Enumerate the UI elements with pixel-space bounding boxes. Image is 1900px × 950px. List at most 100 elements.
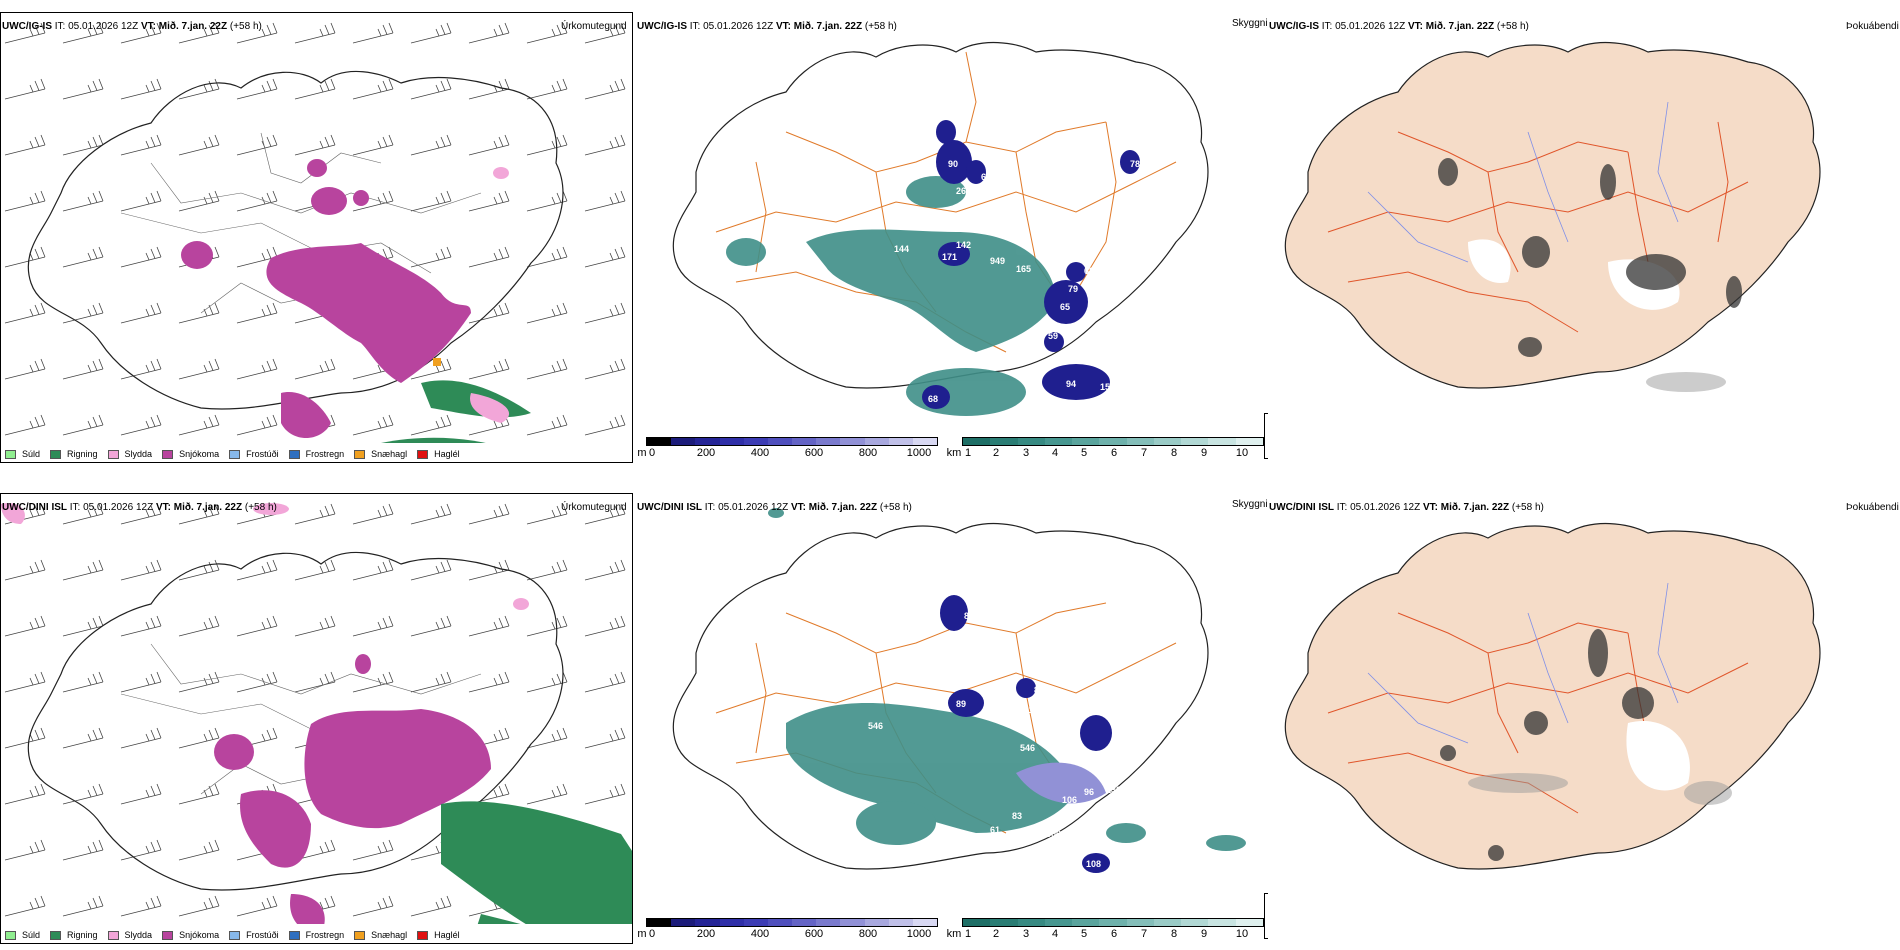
cbar-cell	[1072, 438, 1100, 445]
precip-panel-bottom: Súld Rigning Slydda Snjókoma Frostúði Fr…	[0, 493, 633, 944]
legend-label: Snjókoma	[179, 449, 220, 459]
legend-label: Frostregn	[305, 930, 345, 940]
legend-swatch	[5, 449, 16, 459]
cbar-cell	[1208, 438, 1236, 445]
legend-swatch	[162, 449, 174, 459]
model-name: UWC/IG-IS	[1269, 21, 1319, 32]
value-label: 78	[1130, 159, 1140, 169]
legend-label: Frostregn	[305, 449, 345, 459]
cbar-cell	[1181, 438, 1209, 445]
cbar-cell	[1099, 919, 1127, 926]
cbar-unit: m	[637, 447, 647, 459]
cbar-tick: 1	[964, 928, 972, 940]
visibility-km-ticks-bottom: km 1 2 3 4 5 6 7 8 9 10	[944, 928, 1264, 942]
cbar-cell	[840, 438, 865, 445]
value-label: 9	[1050, 212, 1055, 222]
cbar-cell	[719, 919, 744, 926]
vt-value: Mið. 7.jan. 22Z	[1440, 502, 1510, 513]
visibility-map-top: 90 265 65 78 255 171 142 949 165 70 79 6…	[636, 12, 1268, 463]
value-label: 265	[956, 186, 971, 196]
legend-label: Snæhagl	[371, 449, 408, 459]
cbar-cell	[1072, 919, 1100, 926]
header-precip-bottom: UWC/DINI ISL IT: 05.01.2026 12Z VT: Mið.…	[2, 502, 277, 514]
cbar-tick: 0	[648, 928, 656, 940]
legend-swatch	[417, 449, 429, 459]
value-label: 144	[894, 244, 909, 254]
visibility-map-bottom: 85 89 430 546 127 63 90 138 106 96 606 6…	[636, 493, 1268, 944]
cbar-cell	[647, 919, 672, 926]
legend-swatch	[50, 930, 62, 940]
legend-label: Frostúði	[246, 930, 279, 940]
legend-item-frostregn: Frostregn	[288, 449, 345, 459]
cbar-cell	[816, 438, 841, 445]
model-name: UWC/DINI ISL	[2, 502, 67, 513]
legend-item-snjokoma: Snjókoma	[162, 930, 219, 940]
lead-time: (+58 h)	[1511, 502, 1544, 513]
cbar-cell	[1099, 438, 1127, 445]
cbar-tick: 600	[804, 928, 824, 940]
cbar-tick: 4	[1051, 447, 1059, 459]
precip-map-bottom	[1, 494, 632, 943]
vt-label: VT:	[1422, 502, 1438, 513]
value-label: 165	[1016, 264, 1031, 274]
legend-item-haglel: Haglél	[417, 449, 460, 459]
value-label: 85	[964, 611, 974, 621]
value-label: 94	[1066, 379, 1076, 389]
value-label: 63	[1110, 743, 1120, 753]
cbar-tick: 8	[1170, 928, 1178, 940]
cbar-cell	[647, 438, 672, 445]
precip-map-top	[1, 13, 632, 462]
lead-time: (+58 h)	[879, 502, 912, 513]
cbar-tick: 1	[964, 447, 972, 459]
visibility-panel-top: 90 265 65 78 255 171 142 949 165 70 79 6…	[636, 12, 1268, 463]
value-label: 430	[992, 713, 1007, 723]
vt-value: Mið. 7.jan. 22Z	[158, 21, 228, 32]
value-label: 90	[948, 159, 958, 169]
cbar-tick: 2	[992, 928, 1000, 940]
legend-item-snaehagl: Snæhagl	[354, 930, 407, 940]
value-label: 83	[1012, 811, 1022, 821]
value-label: 59	[1048, 331, 1058, 341]
cbar-tick: 6	[1110, 447, 1118, 459]
cbar-cell	[1153, 919, 1182, 926]
value-label: 349	[932, 863, 947, 873]
value-label: 54	[1106, 364, 1116, 374]
precip-panel-top: Súld Rigning Slydda Snjókoma Frostúði Fr…	[0, 12, 633, 463]
cbar-cell	[1235, 919, 1263, 926]
fog-map-top	[1268, 12, 1900, 463]
cbar-cell	[743, 438, 768, 445]
value-label: 555	[1142, 426, 1157, 436]
cbar-tick: 400	[750, 447, 770, 459]
cbar-unit: km	[946, 928, 962, 940]
cbar-cell	[1017, 919, 1045, 926]
fog-panel-top: Þokuábendi	[1268, 12, 1900, 463]
legend-item-slydda: Slydda	[107, 449, 152, 459]
lead-time: (+58 h)	[244, 502, 277, 513]
legend-label: Haglél	[434, 930, 460, 940]
visibility-title-bottom: Skyggni	[1232, 499, 1268, 510]
legend-item-sudd: Súld	[5, 449, 40, 459]
cbar-cell	[1126, 919, 1154, 926]
visibility-m-ticks-top: m 0 200 400 600 800 1000	[634, 447, 944, 461]
cbar-cell	[864, 919, 889, 926]
cbar-cell	[816, 919, 841, 926]
value-label: 70	[1048, 261, 1058, 271]
value-label: 108	[1086, 859, 1101, 869]
legend-item-frostudi: Frostúði	[229, 930, 279, 940]
legend-swatch	[107, 449, 119, 459]
legend-label: Frostúði	[246, 449, 279, 459]
cbar-tick: 6	[1110, 928, 1118, 940]
visibility-m-ticks-bottom: m 0 200 400 600 800 1000	[634, 928, 944, 942]
value-label: 138	[1106, 785, 1121, 795]
cbar-cell	[719, 438, 744, 445]
value-label: 65	[981, 172, 991, 182]
model-name: UWC/DINI ISL	[1269, 502, 1334, 513]
cbar-tick: 800	[858, 447, 878, 459]
cbar-tick: 2	[992, 447, 1000, 459]
legend-swatch	[162, 930, 174, 940]
cbar-cell	[1126, 438, 1154, 445]
legend-swatch	[229, 449, 241, 459]
legend-label: Súld	[22, 449, 41, 459]
cbar-cell	[963, 919, 991, 926]
vt-value: Mið. 7.jan. 22Z	[1425, 21, 1495, 32]
